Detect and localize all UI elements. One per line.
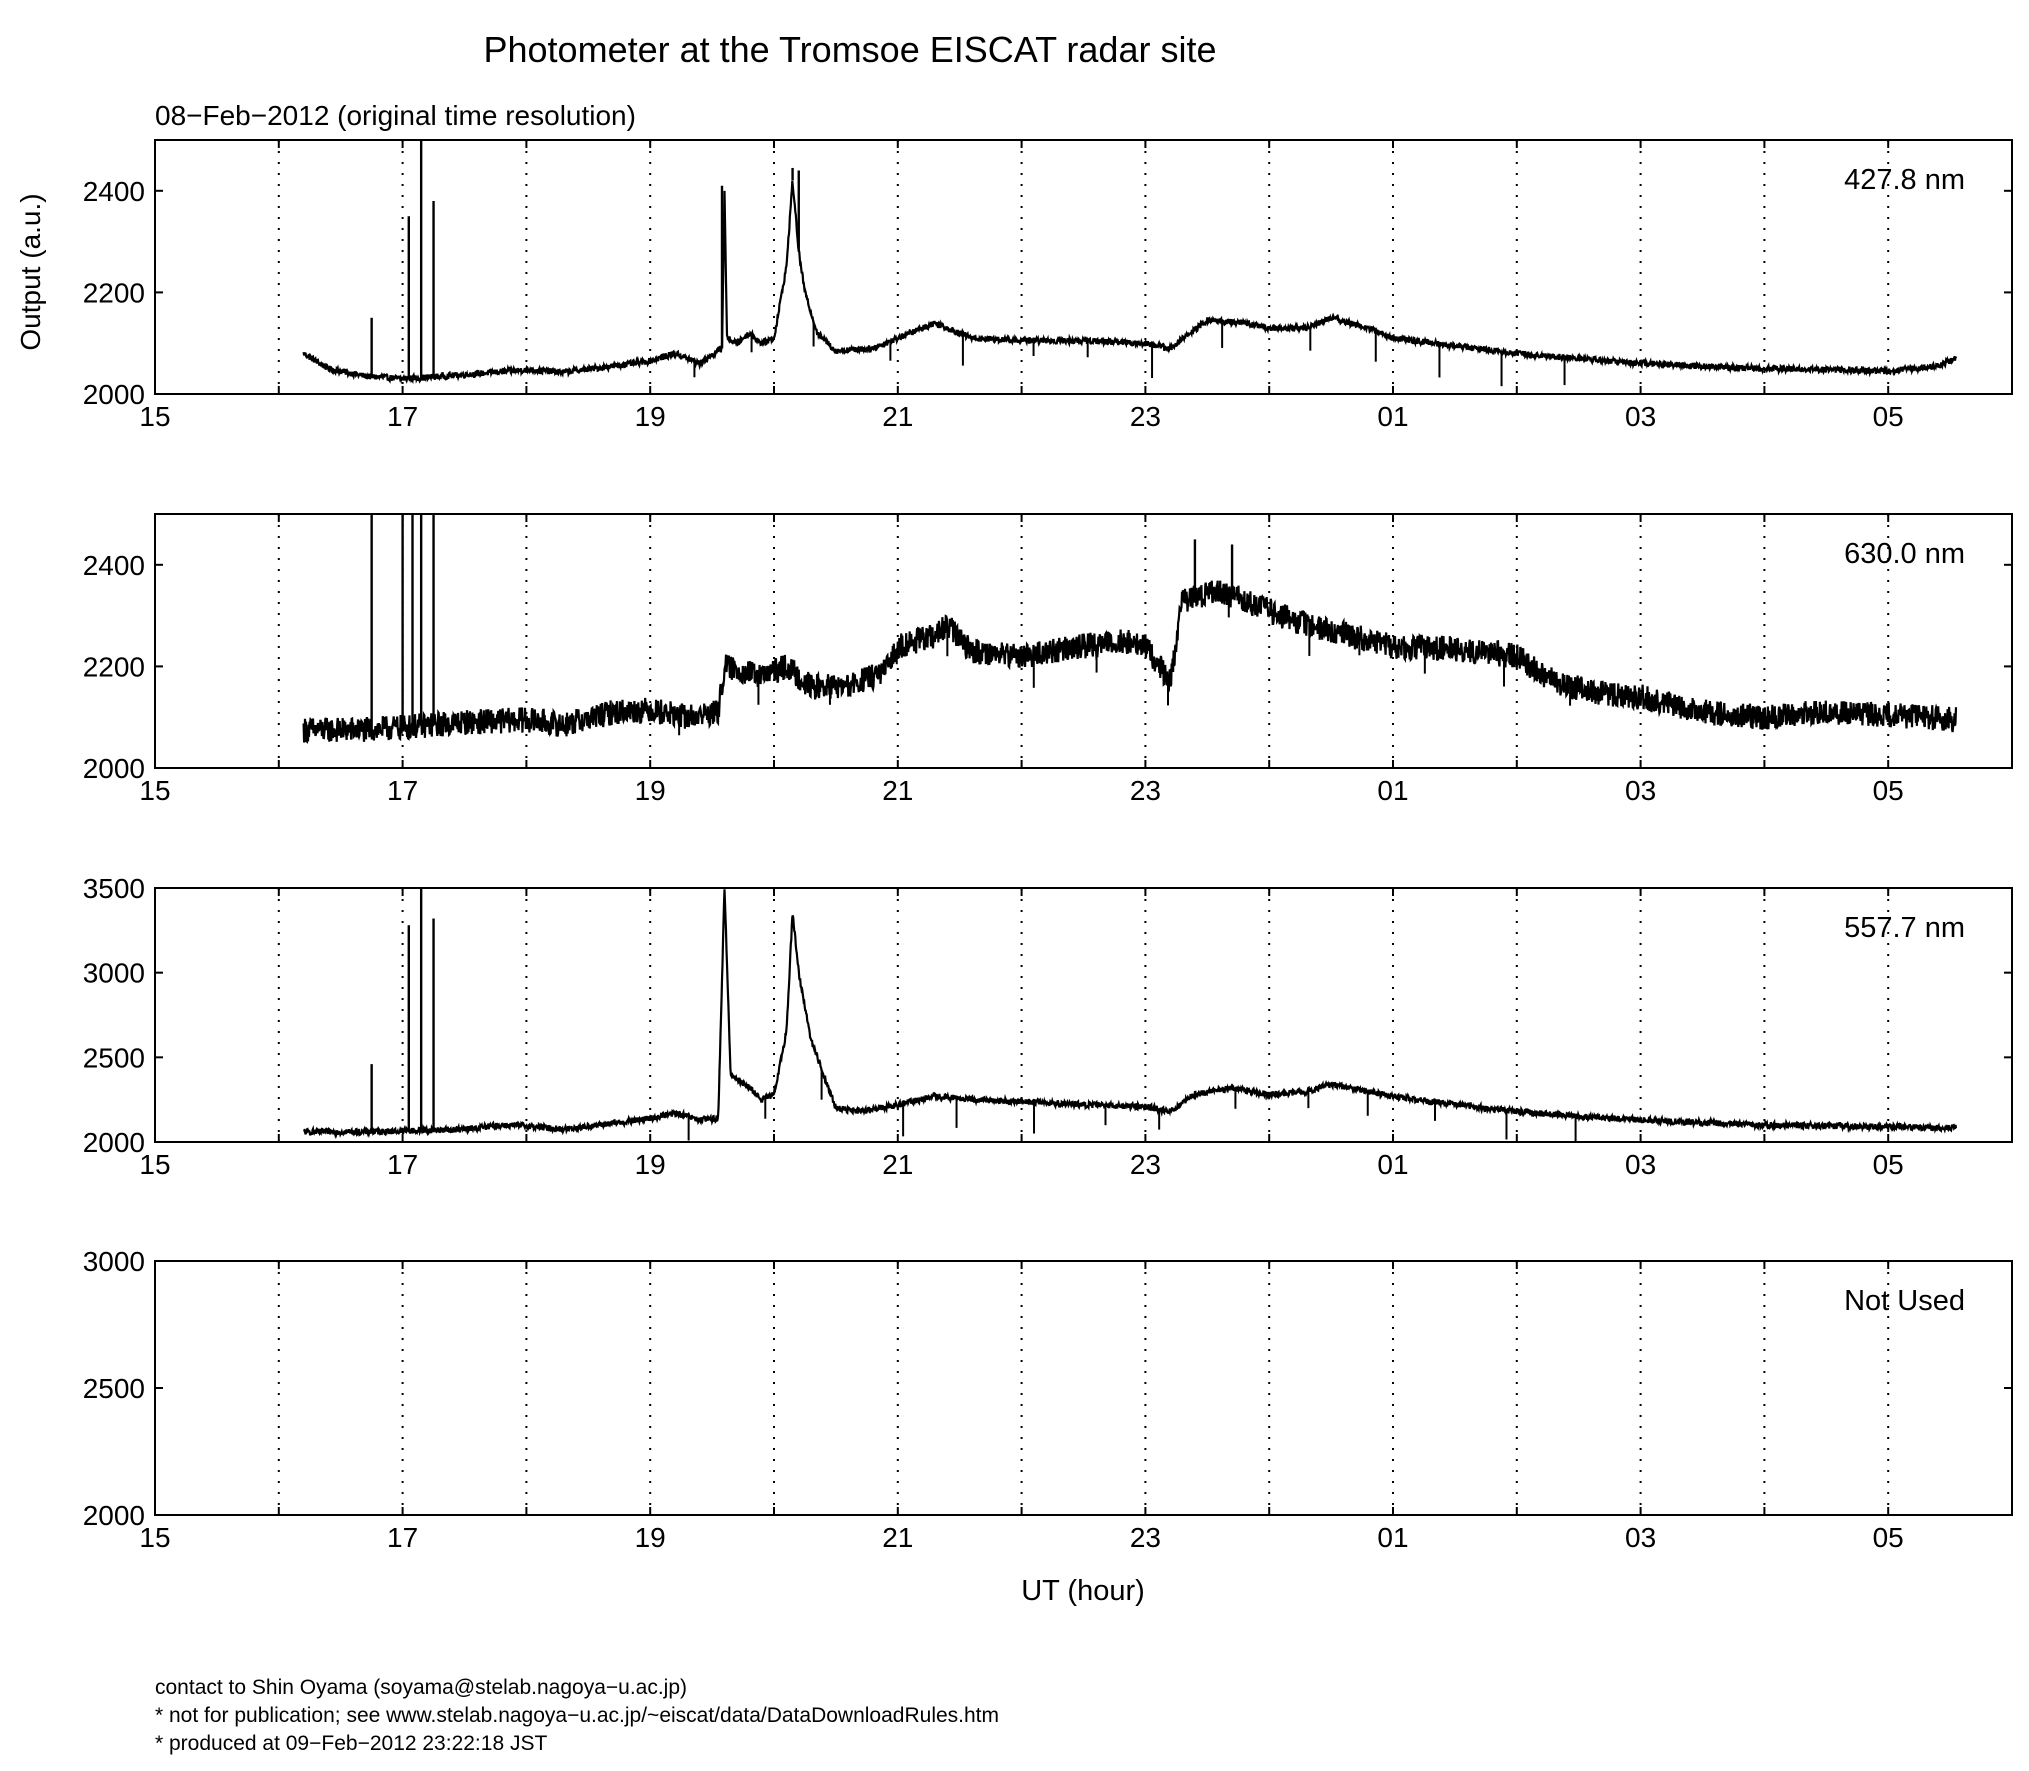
series-line: [302, 180, 1958, 385]
footer-produced: * produced at 09−Feb−2012 23:22:18 JST: [155, 1732, 548, 1755]
x-tick-label: 17: [387, 1522, 418, 1553]
x-tick-label: 01: [1377, 1522, 1408, 1553]
x-tick-label: 03: [1625, 1522, 1656, 1553]
figure-title: Photometer at the Tromsoe EISCAT radar s…: [484, 29, 1217, 70]
y-tick-label: 3000: [83, 1246, 145, 1277]
y-tick-label: 2500: [83, 1373, 145, 1404]
series-line: [303, 889, 1958, 1140]
figure-subtitle: 08−Feb−2012 (original time resolution): [155, 100, 636, 131]
y-tick-label: 3000: [83, 958, 145, 989]
x-axis-label: UT (hour): [1021, 1575, 1145, 1607]
x-tick-label: 01: [1377, 1149, 1408, 1180]
y-tick-label: 2400: [83, 176, 145, 207]
x-tick-label: 15: [139, 775, 170, 806]
x-tick-label: 21: [882, 1149, 913, 1180]
panel-frame: [154, 887, 2013, 1143]
x-tick-label: 03: [1625, 1149, 1656, 1180]
panel-3: 15 17 19 21 23 01 03 05 2000 2500 3000 3500 557.7 nm: [83, 873, 2013, 1180]
x-tick-label: 01: [1377, 401, 1408, 432]
y-axis-label: Output (a.u.): [15, 193, 46, 350]
panel-1: 15 17 19 21 23 01 03 05 2000 2200 2400 427.8 nm: [83, 139, 2013, 432]
panels: 15 17 19 21 23 01 03 05 2000 2200 2400 427.8 nm 15 17…: [83, 139, 2013, 1553]
y-tick-label: 2000: [83, 1127, 145, 1158]
y-tick-label: 2000: [83, 379, 145, 410]
y-tick-label: 2400: [83, 550, 145, 581]
x-tick-label: 19: [635, 1149, 666, 1180]
x-tick-label: 03: [1625, 775, 1656, 806]
x-tick-label: 15: [139, 1149, 170, 1180]
footer-note: * not for publication; see www.stelab.na…: [155, 1704, 999, 1727]
y-tick-label: 2200: [83, 277, 145, 308]
panel-label: 557.7 nm: [1844, 912, 1965, 944]
x-tick-label: 19: [635, 1522, 666, 1553]
x-tick-label: 21: [882, 775, 913, 806]
panel-label: 630.0 nm: [1844, 538, 1965, 570]
panel-2: 15 17 19 21 23 01 03 05 2000 2200 2400 630.0 nm: [83, 513, 2013, 806]
x-tick-label: 21: [882, 401, 913, 432]
panel-frame: [154, 513, 2013, 769]
y-tick-label: 2500: [83, 1042, 145, 1073]
x-tick-label: 03: [1625, 401, 1656, 432]
x-tick-label: 17: [387, 401, 418, 432]
x-tick-label: 05: [1873, 775, 1904, 806]
y-tick-label: 2200: [83, 651, 145, 682]
series-line: [302, 580, 1958, 744]
y-tick-label: 2000: [83, 1500, 145, 1531]
x-tick-label: 17: [387, 1149, 418, 1180]
x-tick-label: 23: [1130, 775, 1161, 806]
panel-4: 15 17 19 21 23 01 03 05 2000 2500 3000 Not Used: [83, 1246, 2013, 1553]
x-tick-label: 01: [1377, 775, 1408, 806]
x-tick-label: 15: [139, 401, 170, 432]
x-tick-label: 23: [1130, 1522, 1161, 1553]
footer-contact: contact to Shin Oyama (soyama@stelab.nag…: [155, 1676, 688, 1699]
x-tick-label: 19: [635, 401, 666, 432]
x-tick-label: 05: [1873, 1522, 1904, 1553]
x-tick-label: 15: [139, 1522, 170, 1553]
x-tick-label: 05: [1873, 401, 1904, 432]
x-tick-label: 23: [1130, 401, 1161, 432]
panel-frame: [154, 1260, 2013, 1516]
x-tick-label: 21: [882, 1522, 913, 1553]
x-tick-label: 19: [635, 775, 666, 806]
y-tick-label: 2000: [83, 753, 145, 784]
panel-frame: [154, 139, 2013, 395]
panel-label: Not Used: [1844, 1285, 1965, 1317]
y-tick-label: 3500: [83, 873, 145, 904]
x-tick-label: 23: [1130, 1149, 1161, 1180]
x-tick-label: 05: [1873, 1149, 1904, 1180]
panel-label: 427.8 nm: [1844, 164, 1965, 196]
x-tick-label: 17: [387, 775, 418, 806]
